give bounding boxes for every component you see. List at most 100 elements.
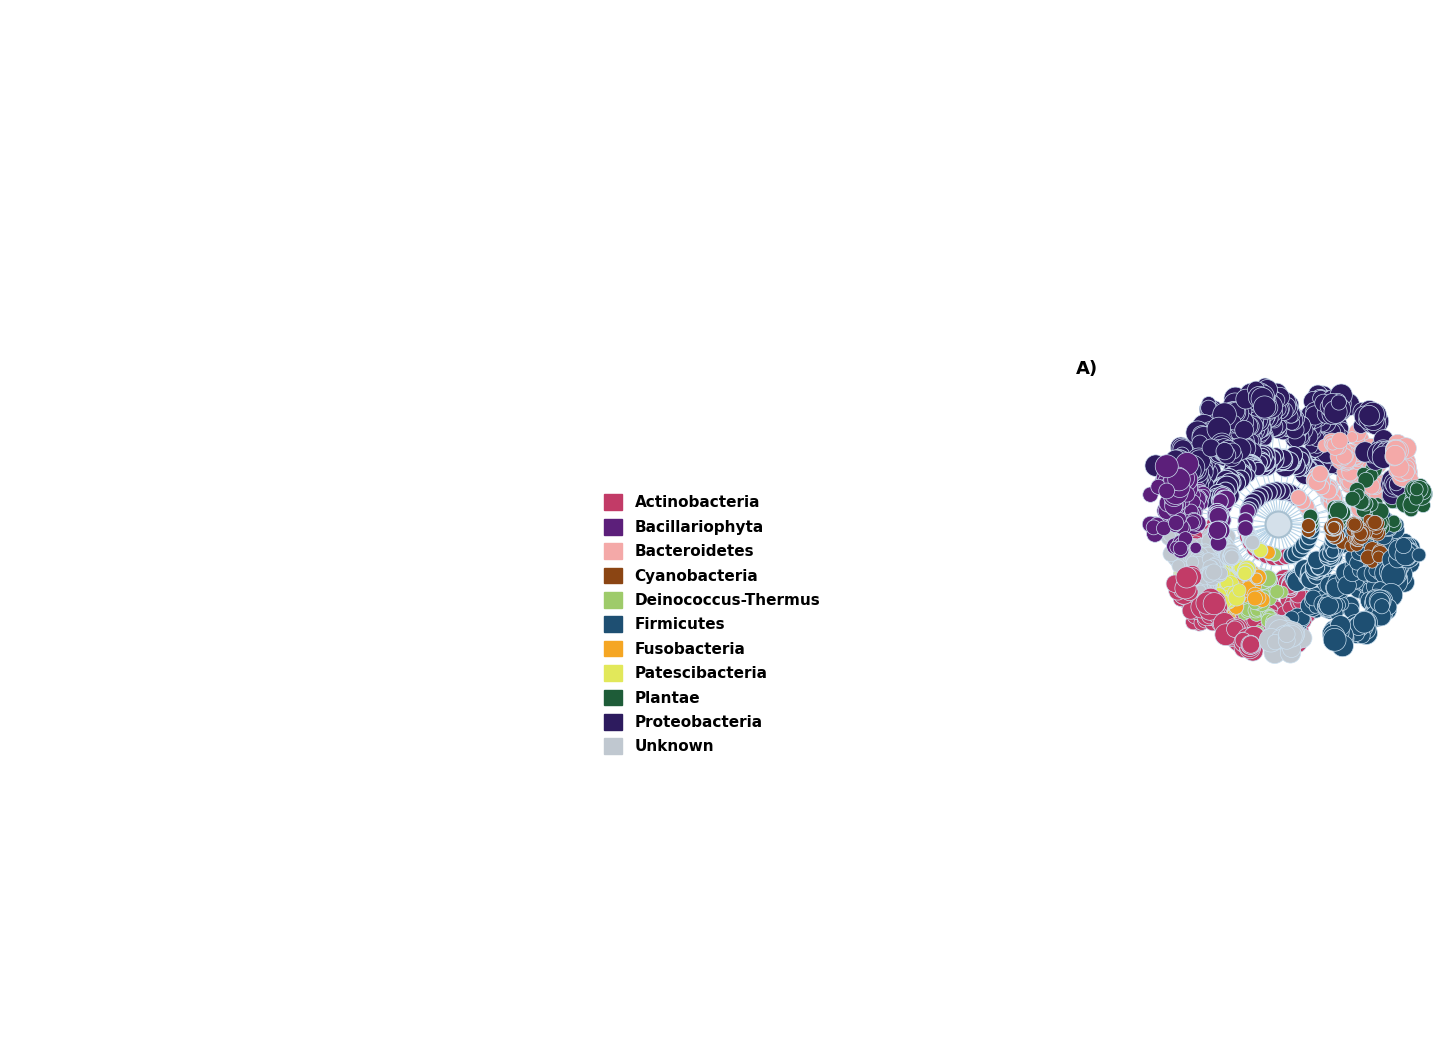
Point xyxy=(1253,398,1276,415)
Point xyxy=(1171,503,1194,520)
Point xyxy=(1333,527,1356,544)
Point xyxy=(1322,416,1345,433)
Point xyxy=(1184,536,1207,552)
Point xyxy=(1250,570,1273,587)
Point xyxy=(1384,566,1407,582)
Point xyxy=(1211,594,1234,610)
Point xyxy=(1349,525,1372,542)
Point xyxy=(1354,501,1377,518)
Point xyxy=(1188,452,1211,469)
Point xyxy=(1253,456,1276,472)
Point xyxy=(1384,570,1407,587)
Point xyxy=(1220,448,1243,465)
Point xyxy=(1182,537,1205,553)
Point xyxy=(1286,634,1309,651)
Point xyxy=(1395,463,1418,479)
Point xyxy=(1179,485,1202,501)
Point xyxy=(1395,464,1418,480)
Point xyxy=(1297,527,1320,544)
Point xyxy=(1344,529,1367,546)
Point xyxy=(1280,575,1303,592)
Point xyxy=(1182,460,1205,476)
Point xyxy=(1361,581,1384,598)
Point xyxy=(1200,425,1223,442)
Point xyxy=(1320,597,1344,614)
Point xyxy=(1348,500,1371,517)
Point xyxy=(1224,445,1247,462)
Point xyxy=(1221,610,1244,627)
Point xyxy=(1218,548,1241,565)
Point xyxy=(1315,482,1338,498)
Point xyxy=(1306,564,1329,580)
Point xyxy=(1161,500,1184,517)
Point xyxy=(1214,626,1237,643)
Point xyxy=(1385,480,1408,497)
Point xyxy=(1305,473,1328,490)
Point xyxy=(1208,443,1231,460)
Point xyxy=(1207,487,1230,503)
Point xyxy=(1320,537,1344,553)
Point xyxy=(1212,446,1236,463)
Point xyxy=(1257,389,1280,406)
Point xyxy=(1228,400,1251,417)
Point xyxy=(1359,446,1382,463)
Point xyxy=(1302,393,1325,410)
Point xyxy=(1244,587,1267,603)
Point xyxy=(1292,427,1315,444)
Point xyxy=(1329,387,1352,404)
Point xyxy=(1197,551,1220,568)
Point xyxy=(1240,433,1263,449)
Point xyxy=(1270,415,1293,432)
Point xyxy=(1211,444,1234,461)
Point xyxy=(1261,449,1284,466)
Point xyxy=(1231,463,1254,479)
Point xyxy=(1254,404,1277,420)
Point xyxy=(1172,456,1195,472)
Point xyxy=(1371,593,1394,609)
Point xyxy=(1344,448,1367,465)
Point xyxy=(1306,469,1329,486)
Point xyxy=(1254,452,1277,469)
Point xyxy=(1305,472,1328,489)
Point xyxy=(1194,428,1217,445)
Point xyxy=(1368,581,1391,598)
Point xyxy=(1364,509,1387,525)
Point xyxy=(1367,553,1390,570)
Point xyxy=(1272,633,1295,650)
Point xyxy=(1282,605,1305,622)
Point xyxy=(1240,603,1263,620)
Point xyxy=(1282,573,1305,590)
Point xyxy=(1319,440,1342,457)
Point xyxy=(1168,469,1191,486)
Point xyxy=(1282,615,1305,631)
Point xyxy=(1253,570,1276,587)
Point xyxy=(1378,564,1401,580)
Point xyxy=(1316,600,1339,617)
Point xyxy=(1313,423,1336,440)
Point xyxy=(1400,542,1423,558)
Point xyxy=(1361,565,1384,581)
Point xyxy=(1210,505,1233,522)
Point xyxy=(1365,474,1388,491)
Point xyxy=(1243,391,1266,408)
Point xyxy=(1205,605,1228,622)
Point xyxy=(1303,407,1326,423)
Point xyxy=(1273,417,1296,434)
Point xyxy=(1212,451,1236,468)
Point xyxy=(1344,516,1367,532)
Point xyxy=(1187,471,1210,488)
Point xyxy=(1155,502,1178,519)
Point xyxy=(1188,479,1211,496)
Point xyxy=(1269,456,1292,472)
Point xyxy=(1377,519,1400,536)
Point xyxy=(1351,618,1374,634)
Point xyxy=(1217,418,1240,435)
Point xyxy=(1367,525,1390,542)
Point xyxy=(1162,498,1185,515)
Point xyxy=(1224,620,1247,636)
Point xyxy=(1241,412,1264,428)
Point xyxy=(1197,578,1220,595)
Point xyxy=(1282,417,1305,434)
Point xyxy=(1202,556,1225,573)
Point xyxy=(1331,570,1354,587)
